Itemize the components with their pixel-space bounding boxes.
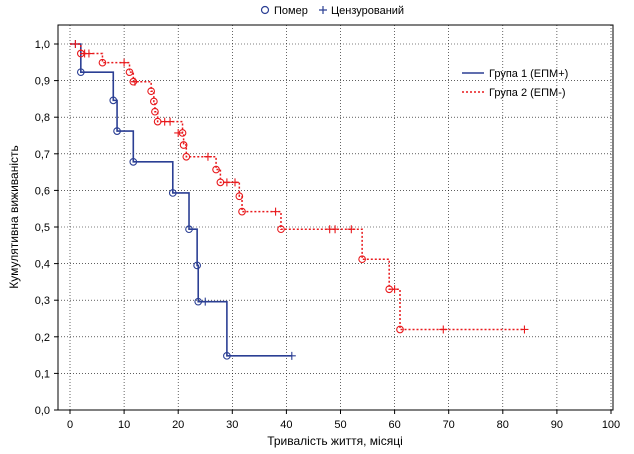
- y-tick-label: 1,0: [35, 39, 50, 51]
- legend-label: Група 1 (ЕПМ+): [489, 68, 568, 80]
- y-tick-label: 0,1: [35, 368, 50, 380]
- event-point: [238, 207, 246, 216]
- x-tick-label: 20: [172, 419, 184, 431]
- y-tick-label: 0,5: [35, 222, 50, 234]
- censored-point: [231, 178, 240, 187]
- top-legend-censored-label: Цензурований: [331, 5, 404, 17]
- top-legend-event-label: Помер: [274, 5, 308, 17]
- censored-point: [203, 152, 212, 161]
- y-tick-label: 0,4: [35, 259, 50, 271]
- series-1-line: [70, 43, 292, 357]
- event-point: [358, 255, 366, 264]
- event-point: [277, 225, 285, 234]
- event-point: [113, 127, 121, 135]
- event-point: [179, 141, 188, 149]
- censored-point: [120, 58, 129, 67]
- y-axis-label: Кумулятивна виживаність: [7, 145, 21, 288]
- x-tick-label: 0: [67, 419, 73, 431]
- legend-label: Група 2 (ЕПМ-): [489, 87, 566, 99]
- event-point: [235, 192, 244, 201]
- event-point: [150, 97, 158, 106]
- event-point: [98, 58, 107, 67]
- event-point: [212, 165, 220, 174]
- series-layer: [70, 40, 529, 360]
- censored-point: [71, 40, 80, 48]
- censored-point: [166, 117, 175, 126]
- y-tick-label: 0,2: [35, 332, 50, 344]
- x-tick-label: 40: [280, 419, 292, 431]
- event-point: [182, 152, 191, 161]
- censored-point: [287, 351, 296, 360]
- y-tick-label: 0,8: [35, 112, 50, 124]
- x-tick-label: 10: [118, 419, 130, 431]
- legend: Група 1 (ЕПМ+) Група 2 (ЕПМ-): [462, 68, 568, 99]
- event-point: [125, 68, 134, 77]
- event-point: [129, 158, 138, 166]
- x-tick-label: 60: [388, 419, 400, 431]
- x-tick-label: 30: [226, 419, 238, 431]
- x-tick-label: 90: [551, 419, 563, 431]
- event-point: [109, 96, 118, 105]
- censored-point: [84, 49, 93, 58]
- censored-point: [222, 178, 231, 187]
- censored-point: [201, 297, 210, 306]
- top-legend: Помер Цензурований: [260, 5, 404, 17]
- event-point: [151, 107, 159, 116]
- x-tick-label: 100: [602, 419, 620, 431]
- censored-point: [331, 225, 340, 234]
- censored-point: [174, 128, 183, 137]
- event-point: [193, 261, 201, 270]
- y-tick-label: 0,3: [35, 295, 50, 307]
- y-tick-label: 0,9: [35, 76, 50, 88]
- event-point: [76, 68, 85, 77]
- top-legend-censored-marker: [319, 6, 327, 14]
- x-axis-label: Тривалість життя, місяці: [267, 434, 403, 448]
- top-legend-event-marker: [260, 5, 270, 15]
- event-point: [223, 351, 231, 360]
- y-tick-label: 0,7: [35, 149, 50, 161]
- censored-point: [130, 77, 139, 86]
- series-2-line: [70, 43, 525, 331]
- event-point: [168, 189, 177, 197]
- event-point: [396, 325, 404, 334]
- y-axis: 0,0 0,1 0,2 0,3 0,4 0,5 0,6 0,7 0,8 0,9 1,0: [35, 39, 58, 417]
- censored-point: [271, 207, 280, 216]
- event-point: [147, 87, 155, 96]
- y-tick-label: 0,0: [35, 405, 50, 417]
- x-axis: 0 10 20 30 40 50 60 70 80 90 100: [67, 410, 620, 431]
- series-2: [70, 40, 529, 334]
- grid: [58, 25, 613, 411]
- series-1: [70, 40, 296, 360]
- censored-point: [390, 285, 399, 294]
- x-tick-label: 50: [334, 419, 346, 431]
- x-tick-label: 80: [497, 419, 509, 431]
- x-tick-label: 70: [443, 419, 455, 431]
- censored-point: [439, 325, 448, 334]
- plot-frame: [57, 24, 614, 411]
- censored-point: [347, 225, 356, 234]
- censored-point: [520, 325, 529, 334]
- event-point: [185, 225, 193, 234]
- y-tick-label: 0,6: [35, 185, 50, 197]
